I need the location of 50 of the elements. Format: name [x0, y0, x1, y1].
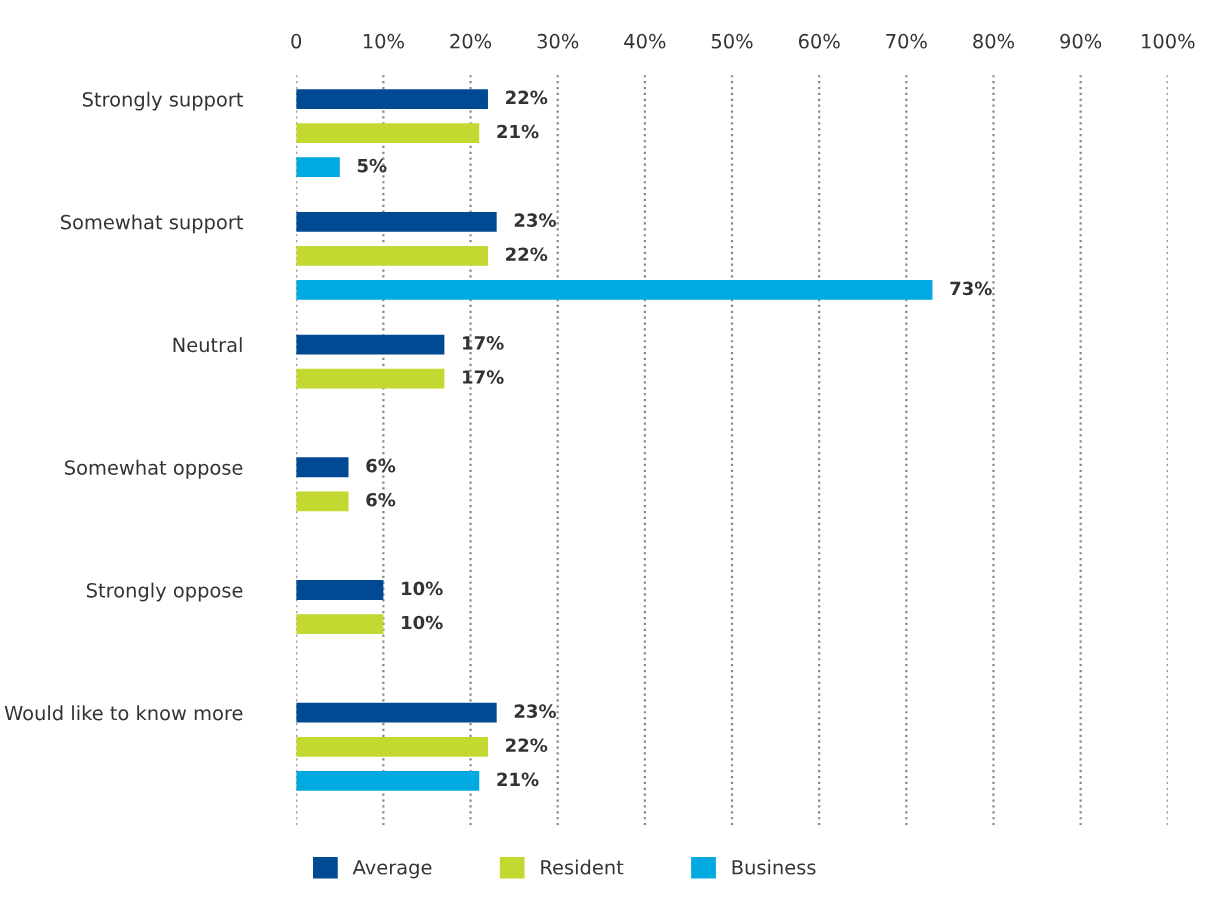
y-tick-label: Neutral — [173, 337, 242, 353]
x-tick-label: 80% — [973, 33, 1015, 49]
x-tick-label: 60% — [798, 33, 840, 49]
data-label: 6% — [366, 458, 396, 473]
data-label: 21% — [497, 124, 539, 139]
x-tick-label: 70% — [886, 33, 927, 49]
x-tick-label: 10% — [363, 33, 404, 49]
x-tick-label: 30% — [537, 33, 579, 49]
bar — [296, 702, 497, 723]
data-label: 10% — [402, 615, 443, 630]
data-label: 17% — [463, 370, 504, 384]
data-label: 22% — [506, 738, 548, 753]
data-label: 17% — [463, 336, 504, 350]
bar — [296, 280, 933, 300]
bar — [296, 491, 349, 512]
legend-label: Average — [352, 860, 432, 879]
x-tick-label: 100% — [1142, 33, 1195, 49]
data-label: 23% — [514, 704, 556, 718]
x-tick-label: 90% — [1060, 33, 1102, 49]
bar — [296, 614, 384, 634]
data-label: 73% — [950, 281, 992, 296]
bar — [296, 457, 349, 478]
bar — [296, 211, 497, 232]
x-tick-label: 40% — [624, 33, 666, 49]
data-label: 22% — [506, 90, 548, 105]
legend-label: Resident — [541, 859, 624, 875]
data-label: 23% — [514, 213, 556, 228]
data-label: 22% — [506, 247, 548, 262]
x-tick-label: 0 — [291, 33, 302, 49]
y-tick-label: Strongly oppose — [86, 582, 243, 602]
legend-label: Business — [732, 859, 816, 875]
bar — [296, 334, 445, 355]
x-tick-label: 20% — [450, 33, 492, 49]
data-label: 21% — [497, 772, 539, 787]
bar — [296, 771, 480, 791]
bar — [296, 157, 340, 178]
y-tick-label: Strongly support — [82, 91, 243, 111]
y-tick-label: Somewhat support — [60, 214, 243, 234]
y-tick-label: Somewhat oppose — [65, 459, 243, 479]
x-tick-label: 50% — [711, 33, 753, 49]
bar — [296, 245, 488, 266]
y-tick-label: Would like to know more — [4, 705, 243, 721]
data-label: 5% — [357, 158, 387, 173]
data-label: 10% — [402, 581, 443, 596]
bar — [296, 123, 480, 144]
data-label: 6% — [366, 492, 396, 507]
bar — [296, 89, 488, 109]
bar — [296, 368, 445, 389]
bar — [296, 736, 488, 757]
bar — [296, 580, 384, 600]
